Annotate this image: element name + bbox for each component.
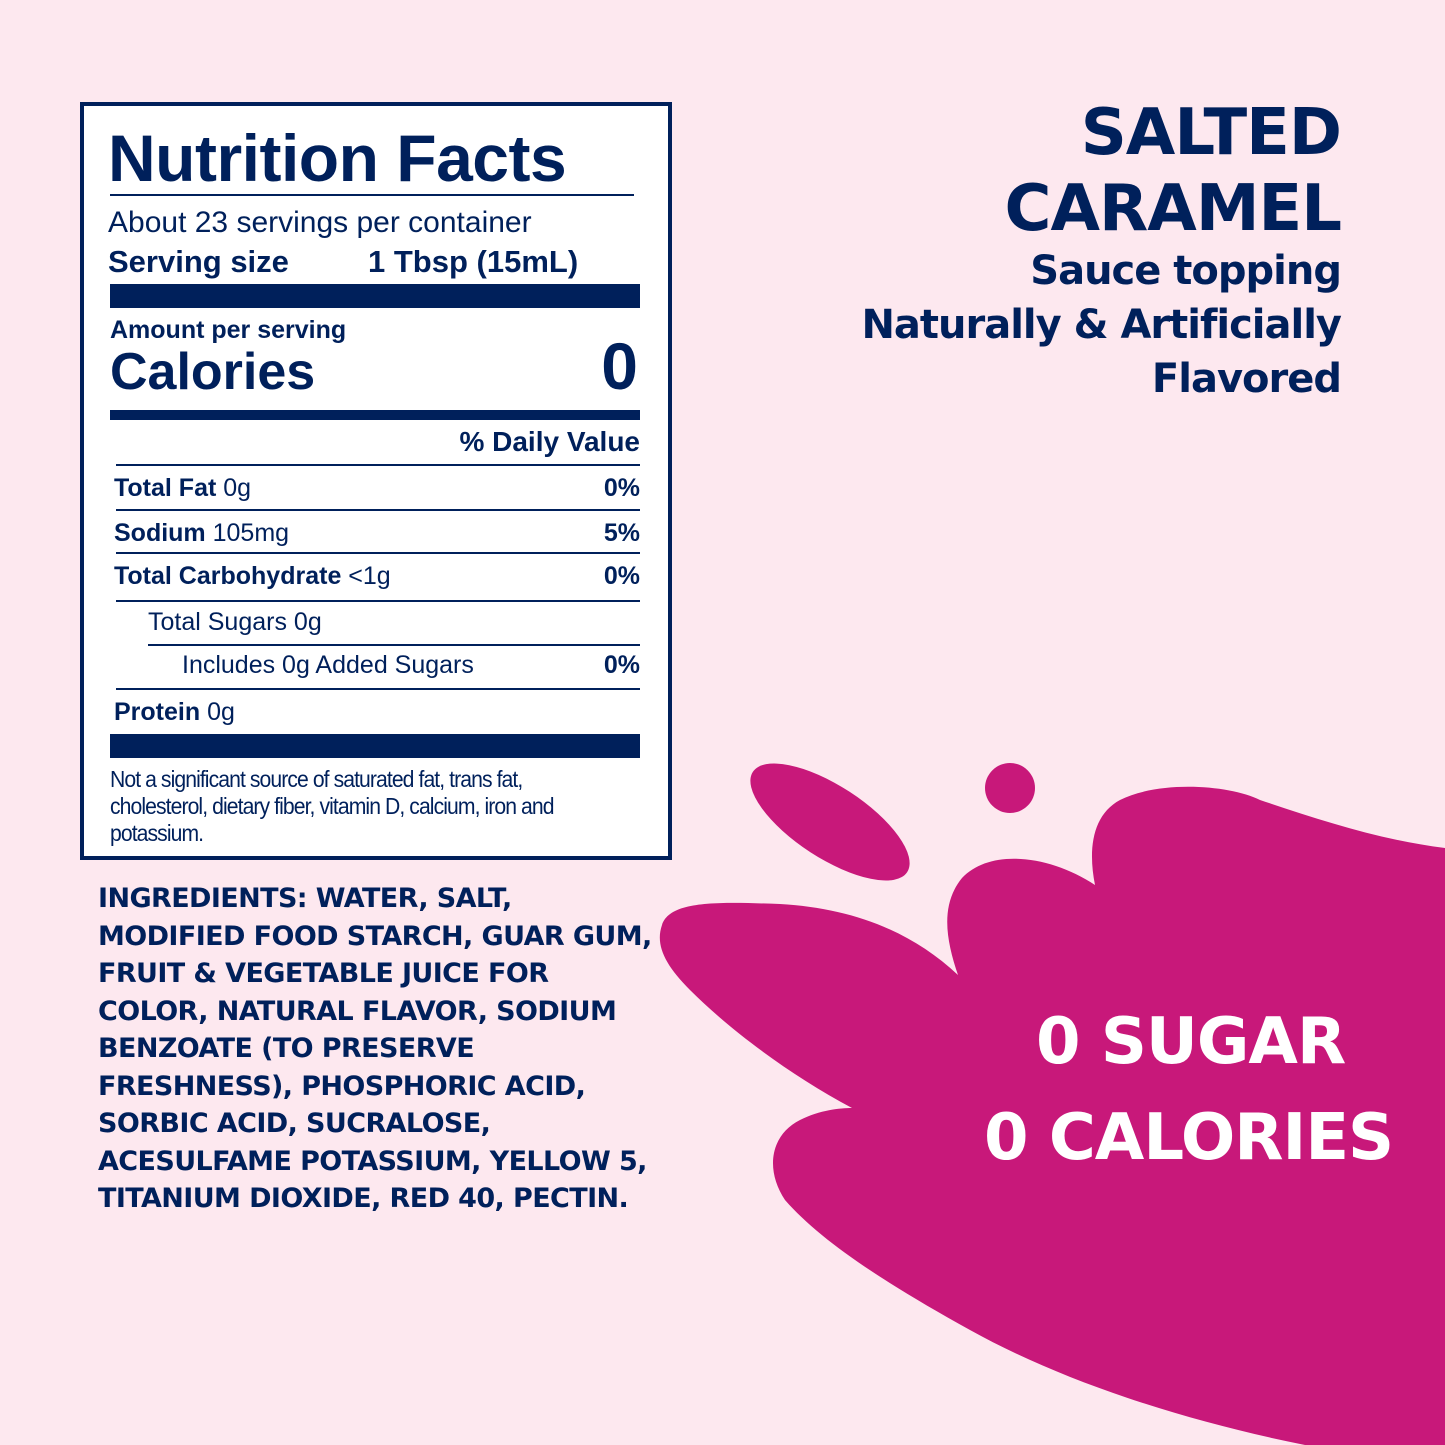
product-name-line1: SALTED [1080,96,1342,170]
nutrient-dv: 0% [603,562,640,590]
nutrition-title: Nutrition Facts [108,121,567,195]
product-description-line1: Sauce topping [1030,248,1342,294]
calories-label: Calories [110,343,316,401]
serving-size-value: 1 Tbsp (15mL) [368,244,579,279]
servings-per-container: About 23 servings per container [108,206,532,239]
nutrient-amount: 0g [207,698,235,726]
divider [116,464,640,466]
nutrient-row-protein: Protein 0g [114,698,640,728]
nutrient-name: Total Fat [114,474,217,502]
nutrient-row-sodium: Sodium 105mg 5% [114,519,640,549]
divider [110,194,634,196]
ingredients-list: INGREDIENTS: WATER, SALT, MODIFIED FOOD … [98,883,652,1214]
nutrient-row-total-sugars: Total Sugars 0g [148,608,640,638]
divider [116,509,640,511]
nutrient-name: Sodium [114,519,206,547]
claim-zero-sugar: 0 SUGAR [1036,1005,1346,1079]
nutrient-name: Protein [114,698,201,726]
nutrient-name: Total Carbohydrate [114,562,342,590]
nutrient-amount: Includes 0g Added Sugars [182,651,474,679]
nutrient-row-total-carbohydrate: Total Carbohydrate <1g 0% [114,562,640,592]
product-name-line2: CARAMEL [1004,172,1342,246]
medium-divider [110,410,640,420]
nutrition-footnote: Not a significant source of saturated fa… [110,766,555,846]
nutrient-dv: 5% [603,519,640,547]
divider [116,552,640,554]
divider [116,600,640,602]
daily-value-header: % Daily Value [459,426,640,457]
nutrient-dv: 0% [603,474,640,502]
amount-per-serving: Amount per serving [110,316,347,344]
serving-size-label: Serving size [108,244,289,279]
thick-divider [110,734,640,758]
product-description-line3: Flavored [1151,356,1342,402]
splash-drop [750,763,910,881]
nutrient-row-total-fat: Total Fat 0g 0% [114,474,640,504]
nutrient-amount: Total Sugars 0g [148,608,322,636]
product-description-line2: Naturally & Artificially [861,302,1342,348]
nutrient-dv: 0% [603,651,640,679]
nutrient-amount: 105mg [212,519,290,547]
nutrition-facts-panel: Nutrition Facts About 23 servings per co… [80,102,672,860]
splash-blob [659,786,1445,1445]
claim-zero-calories: 0 CALORIES [984,1101,1394,1175]
nutrient-amount: <1g [348,562,391,590]
nutrient-row-added-sugars: Includes 0g Added Sugars 0% [182,651,640,681]
nutrient-amount: 0g [223,474,252,502]
thick-divider [110,284,640,308]
splash-dot [985,763,1035,813]
divider [116,688,640,690]
divider [148,644,640,646]
calories-value: 0 [601,329,638,403]
